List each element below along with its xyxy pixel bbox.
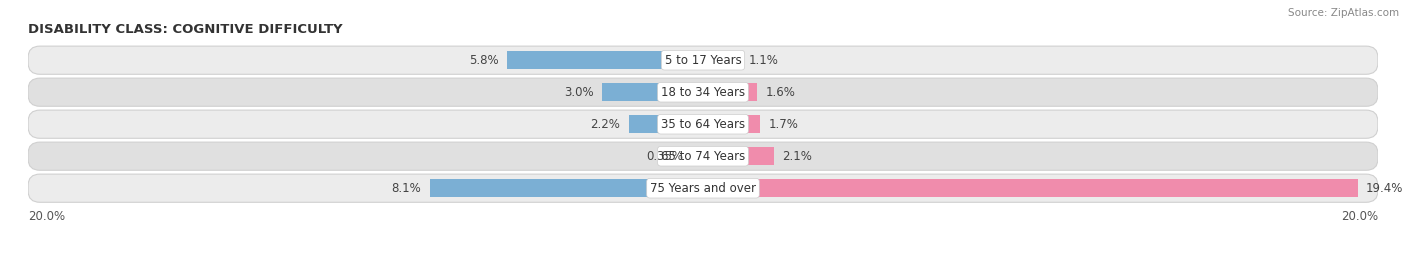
Bar [628,115,703,133]
Bar [692,147,703,165]
FancyBboxPatch shape [28,174,1378,202]
Text: 1.6%: 1.6% [765,86,796,99]
Bar [703,83,756,101]
Text: 75 Years and over: 75 Years and over [650,182,756,195]
Bar [703,147,773,165]
Text: Source: ZipAtlas.com: Source: ZipAtlas.com [1288,8,1399,18]
FancyBboxPatch shape [28,142,1378,170]
Text: DISABILITY CLASS: COGNITIVE DIFFICULTY: DISABILITY CLASS: COGNITIVE DIFFICULTY [28,23,343,36]
Text: 5.8%: 5.8% [470,54,499,67]
Text: 20.0%: 20.0% [28,210,65,223]
Bar [703,51,740,69]
FancyBboxPatch shape [28,78,1378,106]
FancyBboxPatch shape [28,46,1378,74]
Bar [703,179,1358,197]
FancyBboxPatch shape [28,110,1378,138]
Text: 2.2%: 2.2% [591,118,620,131]
Text: 20.0%: 20.0% [1341,210,1378,223]
Text: 1.1%: 1.1% [748,54,779,67]
Text: 0.35%: 0.35% [645,150,683,163]
Text: 8.1%: 8.1% [391,182,422,195]
Bar [602,83,703,101]
Text: 2.1%: 2.1% [782,150,813,163]
Text: 35 to 64 Years: 35 to 64 Years [661,118,745,131]
Bar [508,51,703,69]
Bar [430,179,703,197]
Text: 65 to 74 Years: 65 to 74 Years [661,150,745,163]
Text: 19.4%: 19.4% [1367,182,1403,195]
Text: 1.7%: 1.7% [769,118,799,131]
Bar [703,115,761,133]
Text: 18 to 34 Years: 18 to 34 Years [661,86,745,99]
Text: 3.0%: 3.0% [564,86,593,99]
Text: 5 to 17 Years: 5 to 17 Years [665,54,741,67]
